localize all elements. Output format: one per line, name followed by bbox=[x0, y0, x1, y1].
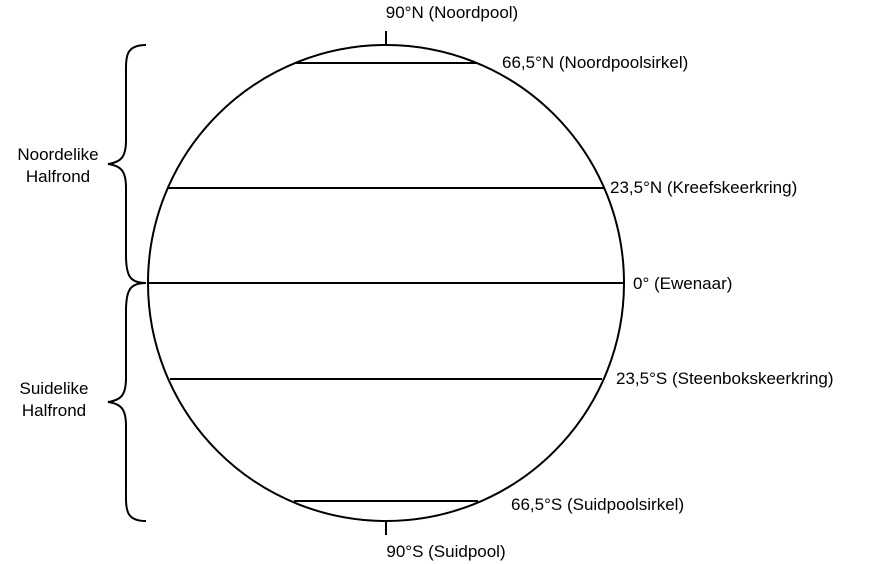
latitude-label-tropic-of-cancer: 23,5°N (Kreefskeerkring) bbox=[610, 178, 797, 197]
latitude-label-antarctic-circle: 66,5°S (Suidpoolsirkel) bbox=[511, 495, 684, 514]
north-pole-label: 90°N (Noordpool) bbox=[386, 3, 518, 22]
north-hemisphere-label-line2: Halfrond bbox=[26, 167, 90, 186]
latitude-label-arctic-circle: 66,5°N (Noordpoolsirkel) bbox=[502, 53, 688, 72]
latitude-label-tropic-of-capricorn: 23,5°S (Steenbokskeerkring) bbox=[616, 369, 834, 388]
south-hemisphere-label-line2: Halfrond bbox=[22, 401, 86, 420]
north-hemisphere-label-line1: Noordelike bbox=[17, 145, 98, 164]
south-pole-label: 90°S (Suidpool) bbox=[386, 542, 505, 561]
latitude-label-equator: 0° (Ewenaar) bbox=[633, 274, 732, 293]
north-hemisphere-brace bbox=[107, 44, 147, 284]
south-hemisphere-brace bbox=[107, 282, 147, 522]
south-hemisphere-label-line1: Suidelike bbox=[20, 379, 89, 398]
